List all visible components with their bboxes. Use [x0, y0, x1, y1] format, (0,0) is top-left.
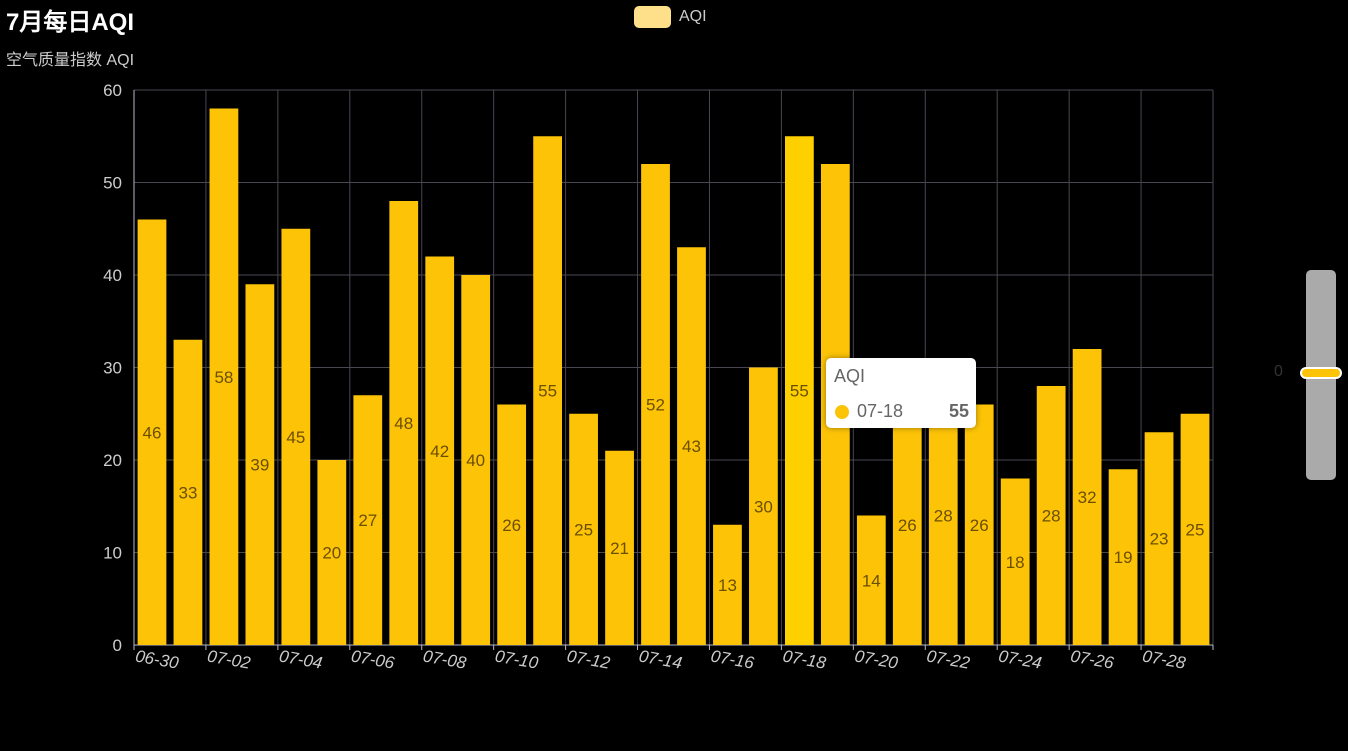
tooltip-title: AQI [834, 366, 866, 386]
bar-07-22[interactable] [928, 386, 958, 645]
data-label: 28 [934, 507, 953, 526]
chart-title: 7月每日AQI [6, 9, 135, 36]
data-label: 46 [143, 423, 162, 442]
bar-07-28[interactable] [1144, 432, 1174, 645]
bar-07-25[interactable] [1036, 386, 1066, 645]
data-label: 21 [610, 539, 629, 558]
bar-07-17[interactable] [749, 367, 778, 646]
data-label: 26 [898, 516, 917, 535]
x-tick-label: 07-04 [278, 646, 324, 672]
x-tick-label: 07-14 [637, 646, 683, 672]
x-tick-label: 07-06 [350, 646, 397, 672]
bar-07-15[interactable] [677, 247, 706, 645]
visual-map-slider[interactable] [1300, 270, 1342, 480]
chart-subtitle: 空气质量指数 AQI [6, 52, 135, 69]
bar-07-14[interactable] [641, 164, 670, 645]
bar-07-09[interactable] [461, 275, 491, 645]
data-label: 19 [1114, 548, 1133, 567]
y-tick-label: 60 [103, 81, 122, 100]
bar-07-24[interactable] [1000, 478, 1030, 646]
data-label: 52 [646, 396, 665, 415]
x-tick-label: 07-26 [1069, 646, 1116, 672]
x-tick-label: 07-18 [781, 646, 828, 672]
legend-swatch [634, 6, 671, 28]
data-label: 48 [394, 414, 413, 433]
x-tick-label: 07-10 [494, 646, 541, 672]
data-label: 30 [754, 497, 773, 516]
bar-07-21[interactable] [892, 404, 922, 646]
data-label: 45 [286, 428, 305, 447]
y-tick-label: 50 [103, 174, 122, 193]
bar-07-08[interactable] [425, 256, 455, 646]
bar-07-10[interactable] [497, 404, 527, 646]
data-label: 18 [1006, 553, 1025, 572]
data-label: 14 [862, 571, 881, 590]
data-label: 25 [574, 520, 593, 539]
visual-map-handle[interactable] [1300, 367, 1342, 379]
data-label: 39 [250, 456, 269, 475]
data-label: 26 [502, 516, 521, 535]
y-tick-label: 40 [103, 266, 122, 285]
bar-07-06[interactable] [353, 395, 383, 645]
legend-item-aqi[interactable]: AQI [634, 6, 707, 28]
x-tick-label: 06-30 [134, 646, 181, 672]
x-tick-label: 07-28 [1141, 646, 1188, 672]
data-label: 42 [430, 442, 449, 461]
x-tick-label: 07-08 [422, 646, 469, 672]
bar-07-11[interactable] [533, 136, 563, 645]
tooltip: AQI 07-18 55 [826, 358, 976, 428]
data-label: 43 [682, 437, 701, 456]
bar-07-12[interactable] [569, 413, 598, 645]
data-label: 20 [322, 544, 341, 563]
bar-07-26[interactable] [1072, 349, 1102, 645]
data-label: 28 [1042, 507, 1061, 526]
bar-07-03[interactable] [245, 284, 275, 645]
data-label: 55 [790, 382, 809, 401]
bar-07-18[interactable] [784, 136, 814, 645]
data-label: 27 [358, 511, 377, 530]
bar-07-27[interactable] [1108, 469, 1138, 645]
data-label: 32 [1078, 488, 1097, 507]
data-label: 26 [970, 516, 989, 535]
x-tick-label: 07-22 [925, 646, 972, 672]
bar-07-13[interactable] [605, 450, 634, 645]
y-tick-label: 30 [103, 359, 122, 378]
bar-07-02[interactable] [209, 108, 239, 646]
y-tick-label: 0 [113, 636, 122, 655]
tooltip-category: 07-18 [857, 401, 904, 421]
data-label: 55 [538, 382, 557, 401]
bar-07-23[interactable] [964, 404, 994, 646]
y-tick-label: 10 [103, 544, 122, 563]
x-tick-label: 07-02 [206, 646, 253, 672]
x-tick-label: 07-24 [997, 646, 1043, 672]
data-label: 40 [466, 451, 485, 470]
bar-06-30[interactable] [137, 219, 167, 646]
x-tick-label: 07-16 [709, 646, 756, 672]
data-label: 58 [214, 368, 233, 387]
bar-07-01[interactable] [173, 339, 203, 645]
bar-07-29[interactable] [1180, 413, 1210, 645]
bar-07-16[interactable] [713, 524, 742, 645]
bar-07-04[interactable] [281, 228, 311, 645]
visual-map-value: 0 [1274, 363, 1283, 380]
bar-07-20[interactable] [856, 515, 886, 646]
data-label: 33 [178, 483, 197, 502]
x-tick-label: 07-12 [565, 646, 612, 672]
data-label: 13 [718, 576, 737, 595]
tooltip-value: 55 [948, 401, 969, 421]
y-tick-label: 20 [103, 451, 122, 470]
bar-07-05[interactable] [317, 460, 347, 645]
x-tick-label: 07-20 [853, 646, 900, 672]
data-label: 23 [1150, 530, 1169, 549]
bar-07-07[interactable] [389, 201, 419, 645]
legend-label: AQI [679, 8, 707, 25]
tooltip-marker-dot [835, 405, 849, 419]
data-label: 25 [1186, 520, 1205, 539]
